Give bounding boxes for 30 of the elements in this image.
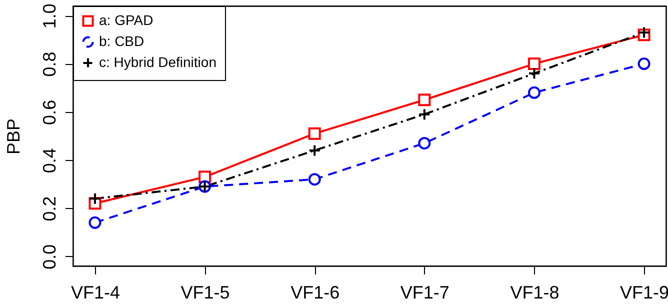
point [418, 136, 431, 150]
point [88, 216, 102, 229]
point [308, 127, 321, 140]
point [418, 108, 431, 121]
legend-label: a: GPAD [99, 12, 154, 28]
point [308, 144, 321, 157]
point [418, 94, 431, 106]
x-tick-label: VF1-7 [400, 282, 450, 302]
point [528, 67, 540, 80]
point [308, 173, 321, 186]
x-tick-label: VF1-9 [620, 282, 668, 302]
x-tick-label: VF1-8 [510, 282, 560, 302]
point [638, 26, 650, 39]
point [528, 58, 540, 70]
point [638, 58, 650, 70]
y-tick-label: 0.4 [40, 148, 60, 174]
y-axis-title: PBP [4, 118, 24, 155]
point [88, 192, 102, 205]
legend-label: b: CBD [99, 33, 144, 49]
legend-label: c: Hybrid Definition [99, 54, 216, 70]
point [198, 170, 212, 184]
y-tick-label: 0.8 [40, 52, 60, 77]
x-tick-label: VF1-4 [70, 282, 120, 302]
y-tick-label: 1.0 [40, 4, 60, 29]
x-tick-label: VF1-6 [290, 282, 340, 302]
y-tick-label: 0.0 [40, 244, 60, 270]
y-tick-label: 0.6 [40, 100, 60, 125]
x-tick-label: VF1-5 [180, 282, 230, 302]
point [528, 86, 540, 99]
y-tick-label: 0.2 [40, 196, 60, 222]
